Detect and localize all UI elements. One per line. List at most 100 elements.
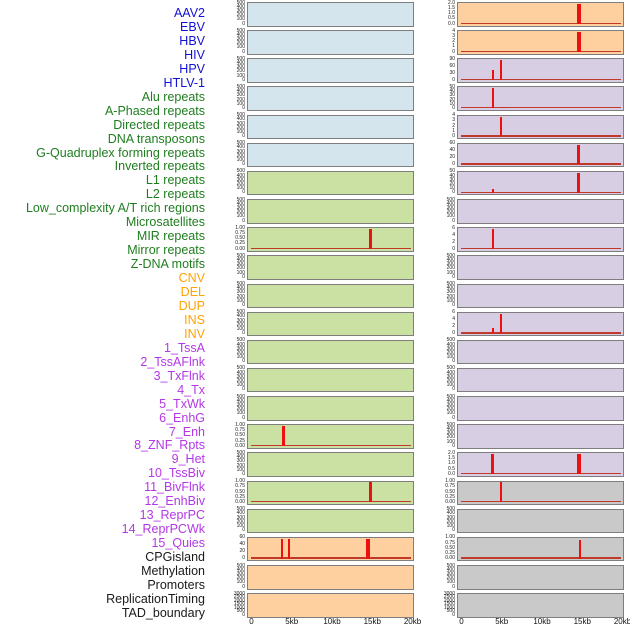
y-tick-label: 0.00 — [235, 499, 245, 506]
y-tick-label: 300 — [236, 148, 245, 155]
y-tick-label: 0 — [452, 189, 455, 196]
y-tick-label: 100 — [446, 579, 455, 586]
y-tick-label: 300 — [446, 514, 455, 521]
y-tick-label: 90 — [449, 55, 455, 62]
y-tick-label: 0 — [242, 76, 245, 83]
track-label-13-reprpc: 13_ReprPC — [139, 508, 205, 523]
y-tick-label: 400 — [236, 60, 245, 66]
y-tick-label: 60 — [239, 534, 245, 541]
track-plot-z-dna-motifs — [247, 508, 414, 534]
track-plot-hiv — [247, 86, 414, 111]
y-tick-label: 0 — [452, 217, 455, 224]
y-tick-label: 30 — [449, 69, 455, 76]
track-plot-6-enhg — [457, 199, 624, 224]
track-plot-promoters — [457, 536, 624, 562]
y-tick-label: 0 — [452, 330, 455, 337]
y-tick-label: 400 — [446, 510, 455, 517]
y-tick-label: 100 — [446, 410, 455, 417]
track-label-9-het: 9_Het — [171, 452, 205, 467]
y-tick-label: 0 — [242, 133, 245, 140]
y-tick-label: 0 — [452, 358, 455, 365]
y-tick-label: 200 — [236, 40, 245, 47]
y-tick-label: 1.00 — [235, 224, 245, 231]
y-tick-label: 0.75 — [445, 483, 455, 490]
y-tick-label: 2 — [452, 238, 455, 245]
y-tick-label: 1000 — [233, 604, 245, 611]
y-tick-label: 300 — [446, 402, 455, 408]
y-tick-label: 10 — [449, 100, 455, 107]
track-plot-4-tx — [457, 142, 624, 168]
y-tick-label: 3000 — [443, 590, 455, 597]
track-plot-2-tssaflnk — [457, 86, 624, 111]
y-tick-label: 2000 — [443, 597, 455, 604]
track-label-8-znf-rpts: 8_ZNF_Rpts — [134, 438, 205, 453]
y-tick-label: 0.00 — [445, 499, 455, 506]
y-tick-label: 2.0 — [448, 449, 455, 456]
y-tick-label: 100 — [236, 100, 245, 107]
y-tick-label: 100 — [236, 410, 245, 417]
y-tick-label: 200 — [236, 12, 245, 19]
y-tick-label: 500 — [446, 337, 455, 344]
track-plot-hbv — [247, 58, 414, 83]
y-tick-label: 1500 — [443, 601, 455, 608]
y-tick-label: 300 — [446, 373, 455, 380]
y-tick-label: 400 — [236, 172, 245, 179]
y-tick-label: 0 — [242, 358, 245, 365]
track-plot-7-enh — [457, 227, 624, 252]
y-tick-label: 200 — [446, 349, 455, 356]
y-tick-label: 400 — [236, 566, 245, 573]
track-label-microsatellites: Microsatellites — [125, 215, 205, 230]
y-tick-label: 400 — [446, 397, 455, 404]
y-tick-label: 500 — [236, 281, 245, 287]
y-tick-label: 50 — [449, 168, 455, 175]
track-label-directed-repeats: Directed repeats — [113, 117, 205, 132]
y-tick-label: 100 — [236, 382, 245, 389]
y-tick-label: 20 — [239, 548, 245, 555]
y-tick-label: 400 — [236, 144, 245, 151]
y-tick-label: 400 — [446, 369, 455, 376]
y-tick-label: 0 — [452, 133, 455, 140]
y-tick-label: 30 — [449, 92, 455, 99]
y-tick-label: 0.25 — [235, 240, 245, 247]
y-tick-label: 60 — [449, 62, 455, 69]
y-tick-label: 0 — [452, 386, 455, 393]
track-label-z-dna-motifs: Z-DNA motifs — [130, 257, 205, 272]
track-plot-dup — [247, 593, 414, 618]
track-label-15-quies: 15_Quies — [151, 536, 205, 551]
track-plot-inverted-repeats — [247, 311, 414, 337]
y-tick-label: 100 — [236, 354, 245, 361]
y-tick-label: 1000 — [443, 604, 455, 611]
track-label-alu-repeats: Alu repeats — [141, 89, 205, 104]
y-tick-label: 200 — [446, 518, 455, 525]
y-tick-label: 40 — [449, 88, 455, 95]
y-tick-label: 100 — [236, 72, 245, 79]
y-tick-label: 40 — [449, 147, 455, 154]
track-plot-l2-repeats — [247, 367, 414, 393]
y-tick-label: 0 — [242, 386, 245, 393]
signal-spike — [491, 454, 495, 475]
signal-spike — [577, 32, 581, 52]
track-label-cnv: CNV — [178, 271, 205, 286]
y-tick-label: 3 — [452, 117, 455, 124]
signal-spike — [577, 454, 581, 475]
y-tick-label: 3 — [452, 32, 455, 39]
y-tick-label: 0.00 — [235, 442, 245, 449]
y-tick-label: 500 — [446, 281, 455, 287]
track-plot-microsatellites — [247, 424, 414, 449]
signal-spike — [578, 540, 581, 559]
y-tick-label: 200 — [446, 575, 455, 582]
y-tick-label: 100 — [236, 297, 245, 304]
track-plot-tad-boundary — [457, 593, 624, 618]
y-tick-label: 500 — [236, 393, 245, 400]
track-label-aav2: AAV2 — [173, 6, 205, 20]
y-tick-label: 20 — [449, 181, 455, 187]
y-tick-label: 500 — [236, 196, 245, 203]
y-tick-label: 100 — [236, 269, 245, 276]
y-tick-label: 0 — [452, 611, 455, 618]
signal-spike — [499, 482, 502, 503]
signal-baseline — [250, 501, 411, 503]
track-label-hiv: HIV — [184, 47, 205, 62]
y-tick-label: 0 — [242, 161, 245, 168]
y-tick-label: 200 — [236, 265, 245, 272]
y-tick-label: 0 — [242, 48, 245, 55]
